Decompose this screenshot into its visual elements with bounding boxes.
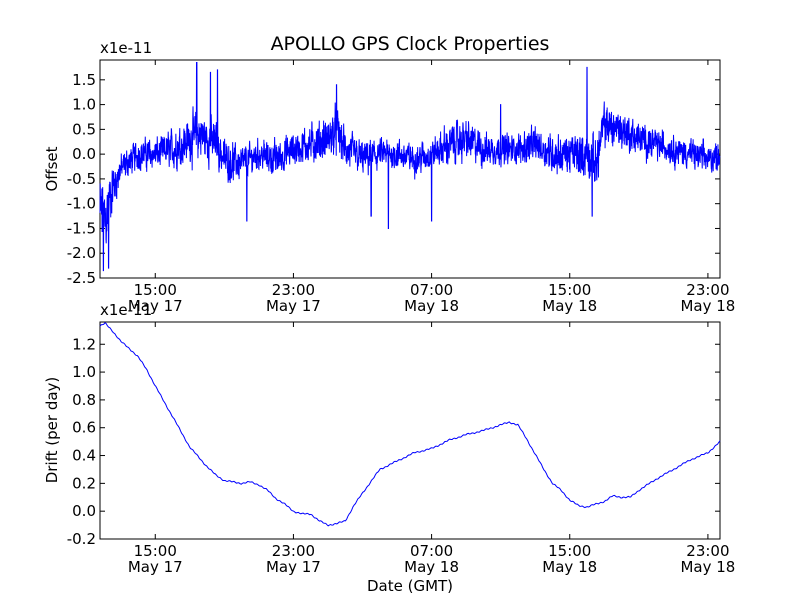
drift-x-tick-date: May 18 <box>542 558 597 576</box>
drift-y-tick-label: 0.0 <box>72 502 96 520</box>
drift-x-tick-time: 23:00 <box>686 542 729 560</box>
offset-series-line <box>99 61 721 272</box>
offset-y-tick-label: 0.0 <box>72 145 96 163</box>
drift-y-ticks: -0.2 0.0 0.2 0.4 0.6 0.8 1.0 1.2 <box>67 335 720 548</box>
drift-y-tick-label: -0.2 <box>67 530 96 548</box>
drift-axes-frame <box>99 321 721 540</box>
offset-x-tick-time: 23:00 <box>686 281 729 299</box>
drift-series-line <box>99 322 721 527</box>
offset-y-tick-label: -2.5 <box>67 269 96 287</box>
drift-y-tick-label: 1.0 <box>72 363 96 381</box>
drift-x-tick-time: 15:00 <box>548 542 591 560</box>
offset-panel: x1e-11 Offset -2.5 -2.0 -1.5 -1.0 -0.5 0.0 0.5… <box>43 39 735 315</box>
offset-y-tick-label: 1.5 <box>72 71 96 89</box>
offset-exponent-label: x1e-11 <box>100 39 152 57</box>
x-axis-label: Date (GMT) <box>367 577 453 595</box>
drift-exponent-label: x1e-11 <box>100 301 152 319</box>
drift-x-tick-time: 23:00 <box>272 542 315 560</box>
offset-x-tick-time: 15:00 <box>134 281 177 299</box>
chart-title: APOLLO GPS Clock Properties <box>271 33 550 55</box>
offset-x-tick-date: May 17 <box>128 297 183 315</box>
drift-x-tick-date: May 17 <box>128 558 183 576</box>
offset-y-tick-label: 1.0 <box>72 96 96 114</box>
offset-x-tick-time: 23:00 <box>272 281 315 299</box>
offset-x-tick-date: May 18 <box>542 297 597 315</box>
offset-y-tick-label: -0.5 <box>67 170 96 188</box>
drift-x-tick-date: May 17 <box>266 558 321 576</box>
drift-y-tick-label: 0.4 <box>72 447 96 465</box>
offset-y-tick-label: -2.0 <box>67 244 96 262</box>
drift-panel: x1e-11 Drift (per day) -0.2 0.0 0.2 0.4 0.6 0… <box>43 301 735 595</box>
drift-x-tick-date: May 18 <box>680 558 735 576</box>
drift-y-axis-label: Drift (per day) <box>43 377 61 484</box>
drift-x-tick-date: May 18 <box>404 558 459 576</box>
drift-x-tick-time: 15:00 <box>134 542 177 560</box>
drift-x-tick-time: 07:00 <box>410 542 453 560</box>
drift-y-tick-label: 0.8 <box>72 391 96 409</box>
drift-y-tick-label: 0.2 <box>72 474 96 492</box>
offset-x-tick-date: May 17 <box>266 297 321 315</box>
offset-y-tick-label: 0.5 <box>72 120 96 138</box>
offset-y-ticks: -2.5 -2.0 -1.5 -1.0 -0.5 0.0 0.5 1.0 1.5 <box>67 71 720 287</box>
offset-y-axis-label: Offset <box>43 146 61 191</box>
offset-y-tick-label: -1.5 <box>67 219 96 237</box>
drift-y-tick-label: 1.2 <box>72 335 96 353</box>
offset-x-tick-time: 15:00 <box>548 281 591 299</box>
drift-y-tick-label: 0.6 <box>72 419 96 437</box>
offset-x-tick-date: May 18 <box>404 297 459 315</box>
offset-axes-frame <box>99 59 721 279</box>
offset-x-tick-date: May 18 <box>680 297 735 315</box>
offset-y-tick-label: -1.0 <box>67 195 96 213</box>
offset-x-tick-time: 07:00 <box>410 281 453 299</box>
